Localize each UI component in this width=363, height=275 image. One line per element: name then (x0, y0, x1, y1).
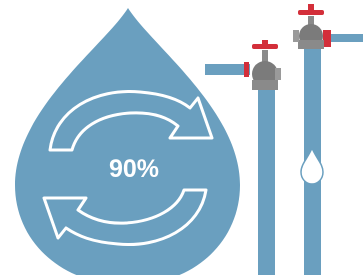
percentage-label: 90% (109, 155, 159, 183)
water-drop (15, 8, 240, 275)
valve (293, 4, 331, 49)
water-recycling-illustration: 90% (0, 0, 363, 275)
page: {"label": "90%"} 90% (() => { const data… (0, 0, 363, 275)
